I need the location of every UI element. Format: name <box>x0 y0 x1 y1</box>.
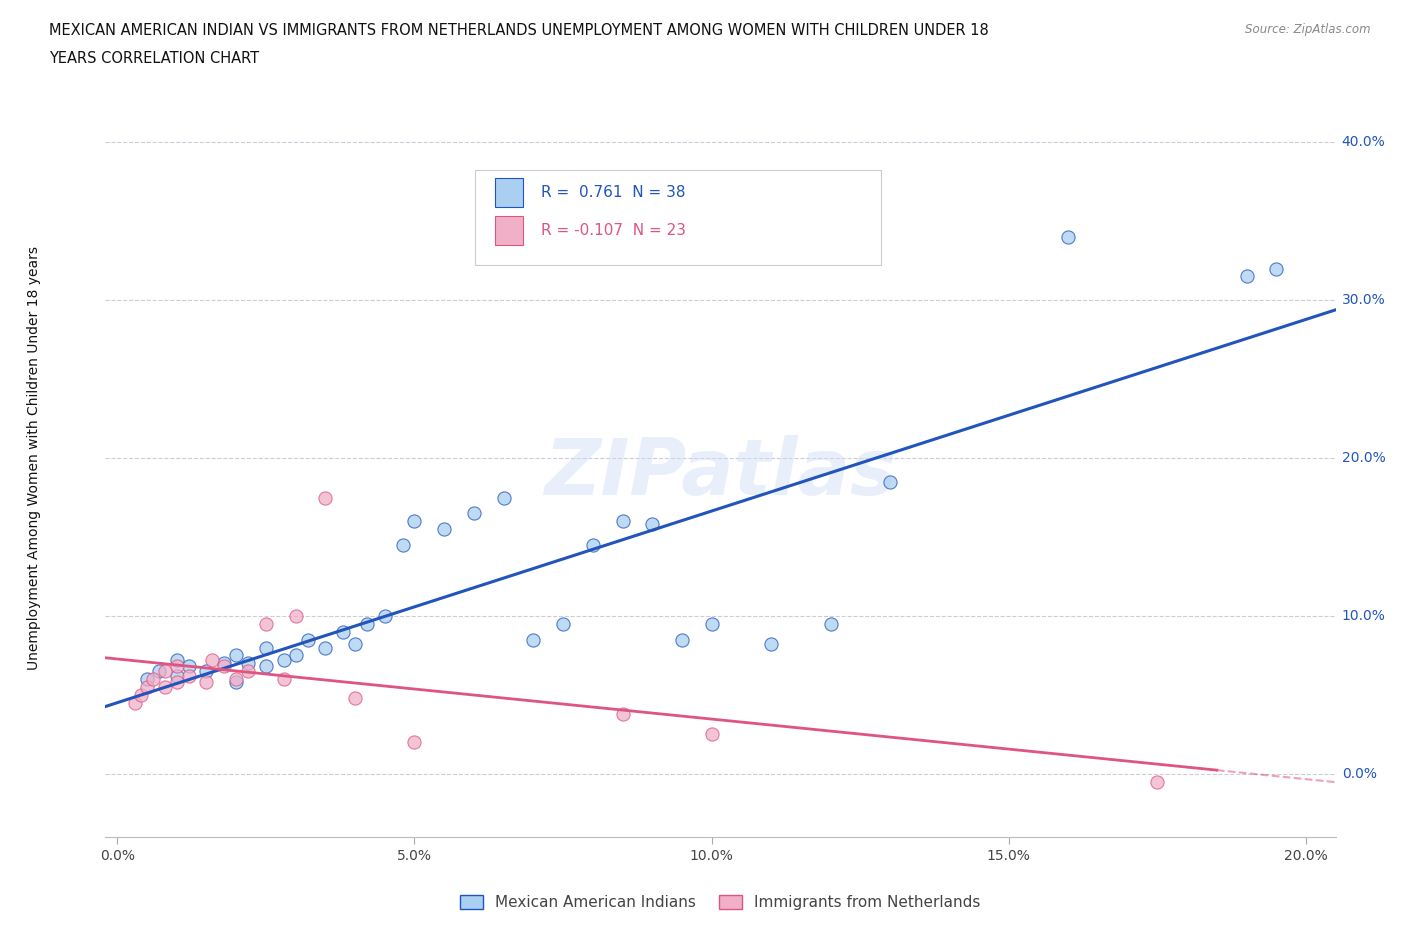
Bar <box>495 217 523 245</box>
Point <box>136 680 159 695</box>
Point <box>166 659 188 674</box>
Point <box>166 669 188 684</box>
Point <box>314 640 336 655</box>
Point <box>142 671 165 686</box>
Text: 30.0%: 30.0% <box>1341 293 1385 307</box>
Point <box>177 669 200 684</box>
Text: 10.0%: 10.0% <box>1341 609 1385 623</box>
Text: YEARS CORRELATION CHART: YEARS CORRELATION CHART <box>49 51 259 66</box>
Legend: Mexican American Indians, Immigrants from Netherlands: Mexican American Indians, Immigrants fro… <box>454 889 987 917</box>
Bar <box>495 179 523 207</box>
Text: 40.0%: 40.0% <box>1341 135 1385 149</box>
Point <box>879 474 901 489</box>
Point <box>195 675 218 690</box>
Text: 0.0%: 0.0% <box>1341 767 1376 781</box>
Point <box>492 490 515 505</box>
Point <box>700 727 723 742</box>
Point <box>433 522 456 537</box>
Point <box>1057 230 1080 245</box>
Point <box>225 671 247 686</box>
Point <box>612 513 634 528</box>
Point <box>356 617 378 631</box>
Text: Source: ZipAtlas.com: Source: ZipAtlas.com <box>1246 23 1371 36</box>
Point <box>148 664 170 679</box>
Point <box>582 538 605 552</box>
Point <box>1265 261 1288 276</box>
Point <box>463 506 485 521</box>
Text: 20.0%: 20.0% <box>1341 451 1385 465</box>
Point <box>225 648 247 663</box>
Point <box>1146 775 1168 790</box>
Text: ZIPatlas: ZIPatlas <box>544 435 897 512</box>
Point <box>177 659 200 674</box>
Point <box>236 656 259 671</box>
Point <box>284 648 307 663</box>
Point <box>522 632 544 647</box>
Point <box>214 656 236 671</box>
Point <box>214 659 236 674</box>
Point <box>332 624 354 639</box>
Point <box>1236 269 1258 284</box>
Point <box>344 637 367 652</box>
Point <box>254 659 277 674</box>
Point <box>344 691 367 706</box>
Point <box>195 664 218 679</box>
Point <box>225 675 247 690</box>
Point <box>404 513 426 528</box>
Text: R =  0.761  N = 38: R = 0.761 N = 38 <box>541 185 686 200</box>
Point <box>153 664 176 679</box>
Point <box>273 671 295 686</box>
Point <box>236 664 259 679</box>
Point <box>124 696 146 711</box>
Point <box>153 680 176 695</box>
Point <box>273 653 295 668</box>
Text: R = -0.107  N = 23: R = -0.107 N = 23 <box>541 223 686 238</box>
Point <box>374 608 396 623</box>
Text: MEXICAN AMERICAN INDIAN VS IMMIGRANTS FROM NETHERLANDS UNEMPLOYMENT AMONG WOMEN : MEXICAN AMERICAN INDIAN VS IMMIGRANTS FR… <box>49 23 988 38</box>
Point <box>759 637 782 652</box>
Point <box>391 538 413 552</box>
Point <box>129 687 152 702</box>
Point <box>551 617 574 631</box>
Point <box>700 617 723 631</box>
Point <box>820 617 842 631</box>
Point <box>612 707 634 722</box>
Point <box>136 671 159 686</box>
Point <box>671 632 693 647</box>
Point <box>404 735 426 750</box>
Point <box>201 653 224 668</box>
Point <box>166 675 188 690</box>
Text: Unemployment Among Women with Children Under 18 years: Unemployment Among Women with Children U… <box>27 246 41 670</box>
Point <box>284 608 307 623</box>
FancyBboxPatch shape <box>475 170 880 265</box>
Point <box>166 653 188 668</box>
Point <box>297 632 319 647</box>
Point <box>254 640 277 655</box>
Point <box>314 490 336 505</box>
Point <box>254 617 277 631</box>
Point <box>641 517 664 532</box>
